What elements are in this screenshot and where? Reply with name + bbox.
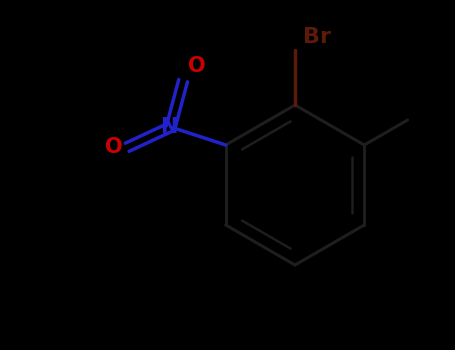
Text: N: N: [160, 117, 177, 137]
Text: Br: Br: [303, 27, 331, 47]
Text: O: O: [105, 137, 122, 157]
Text: O: O: [188, 56, 206, 76]
